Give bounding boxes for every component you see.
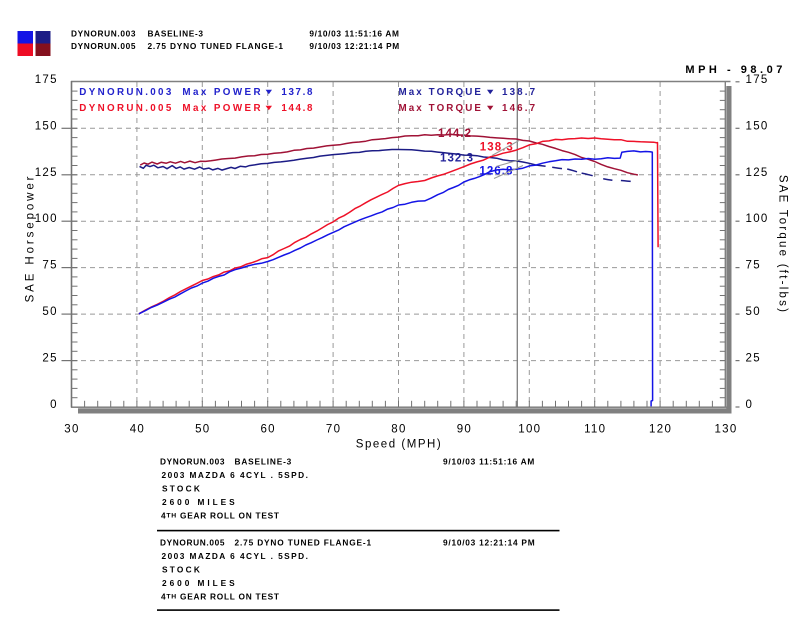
svg-text:125: 125 xyxy=(746,167,769,179)
svg-text:90: 90 xyxy=(457,424,472,436)
svg-text:STOCK: STOCK xyxy=(162,484,202,494)
svg-text:DYNORUN.005: DYNORUN.005 xyxy=(79,103,173,114)
svg-text:70: 70 xyxy=(326,424,341,436)
svg-text:138.3: 138.3 xyxy=(480,141,514,153)
svg-text:150: 150 xyxy=(746,120,769,132)
svg-text:DYNORUN.003: DYNORUN.003 xyxy=(71,28,136,38)
svg-text:100: 100 xyxy=(35,213,58,225)
svg-text:100: 100 xyxy=(518,424,541,436)
svg-text:2600 MILES: 2600 MILES xyxy=(162,497,238,507)
svg-text:Max POWER: Max POWER xyxy=(182,87,263,98)
svg-text:110: 110 xyxy=(584,424,606,436)
svg-text:9/10/03 11:51:16 AM: 9/10/03 11:51:16 AM xyxy=(309,28,399,38)
svg-text:BASELINE-3: BASELINE-3 xyxy=(148,28,204,38)
svg-text:75: 75 xyxy=(746,260,761,272)
svg-text:40: 40 xyxy=(130,424,145,436)
svg-text:25: 25 xyxy=(42,353,57,365)
svg-text:2600 MILES: 2600 MILES xyxy=(162,578,238,588)
svg-text:Max POWER: Max POWER xyxy=(182,103,263,114)
svg-text:2.75 DYNO TUNED FLANGE-1: 2.75 DYNO TUNED FLANGE-1 xyxy=(235,538,373,548)
svg-text:50: 50 xyxy=(42,306,57,318)
svg-text:144.8: 144.8 xyxy=(281,103,314,114)
svg-text:9/10/03 12:21:14 PM: 9/10/03 12:21:14 PM xyxy=(309,41,400,51)
svg-text:9/10/03 11:51:16 AM: 9/10/03 11:51:16 AM xyxy=(443,457,535,467)
svg-text:Max TORQUE: Max TORQUE xyxy=(399,87,484,98)
svg-text:4TH GEAR ROLL ON TEST: 4TH GEAR ROLL ON TEST xyxy=(161,511,280,521)
svg-text:146.7: 146.7 xyxy=(502,103,537,114)
svg-text:2003 MAZDA 6 4CYL . 5SPD.: 2003 MAZDA 6 4CYL . 5SPD. xyxy=(162,470,310,480)
svg-text:9/10/03 12:21:14 PM: 9/10/03 12:21:14 PM xyxy=(443,538,535,548)
svg-text:BASELINE-3: BASELINE-3 xyxy=(235,457,293,467)
svg-text:2.75 DYNO TUNED FLANGE-1: 2.75 DYNO TUNED FLANGE-1 xyxy=(148,41,284,51)
svg-text:2003 MAZDA 6 4CYL . 5SPD.: 2003 MAZDA 6 4CYL . 5SPD. xyxy=(162,551,310,561)
svg-text:Speed (MPH): Speed (MPH) xyxy=(356,438,443,450)
svg-text:50: 50 xyxy=(746,306,761,318)
svg-text:125: 125 xyxy=(35,167,58,179)
svg-text:0: 0 xyxy=(746,399,754,411)
svg-text:DYNORUN.003: DYNORUN.003 xyxy=(79,87,173,98)
svg-text:138.7: 138.7 xyxy=(502,87,537,98)
svg-text:175: 175 xyxy=(35,74,58,86)
svg-text:4TH GEAR ROLL ON TEST: 4TH GEAR ROLL ON TEST xyxy=(161,592,280,602)
svg-text:175: 175 xyxy=(746,74,769,86)
svg-text:DYNORUN.005: DYNORUN.005 xyxy=(160,538,225,548)
svg-text:120: 120 xyxy=(649,424,672,436)
svg-text:0: 0 xyxy=(50,399,58,411)
svg-text:60: 60 xyxy=(260,424,275,436)
svg-text:75: 75 xyxy=(42,260,57,272)
svg-text:30: 30 xyxy=(64,424,79,436)
svg-text:137.8: 137.8 xyxy=(281,87,314,98)
svg-text:SAE Torque (ft-lbs): SAE Torque (ft-lbs) xyxy=(777,175,789,314)
svg-text:50: 50 xyxy=(195,424,210,436)
svg-text:130: 130 xyxy=(714,424,737,436)
svg-text:80: 80 xyxy=(391,424,406,436)
svg-text:150: 150 xyxy=(35,120,58,132)
svg-text:Max TORQUE: Max TORQUE xyxy=(399,103,484,114)
svg-text:SAE Horsepower: SAE Horsepower xyxy=(25,174,37,303)
svg-text:MPH - 98.07: MPH - 98.07 xyxy=(685,64,785,76)
svg-text:100: 100 xyxy=(746,213,769,225)
svg-text:25: 25 xyxy=(746,353,761,365)
svg-text:STOCK: STOCK xyxy=(162,565,202,575)
svg-text:DYNORUN.003: DYNORUN.003 xyxy=(160,457,225,467)
svg-text:DYNORUN.005: DYNORUN.005 xyxy=(71,41,136,51)
